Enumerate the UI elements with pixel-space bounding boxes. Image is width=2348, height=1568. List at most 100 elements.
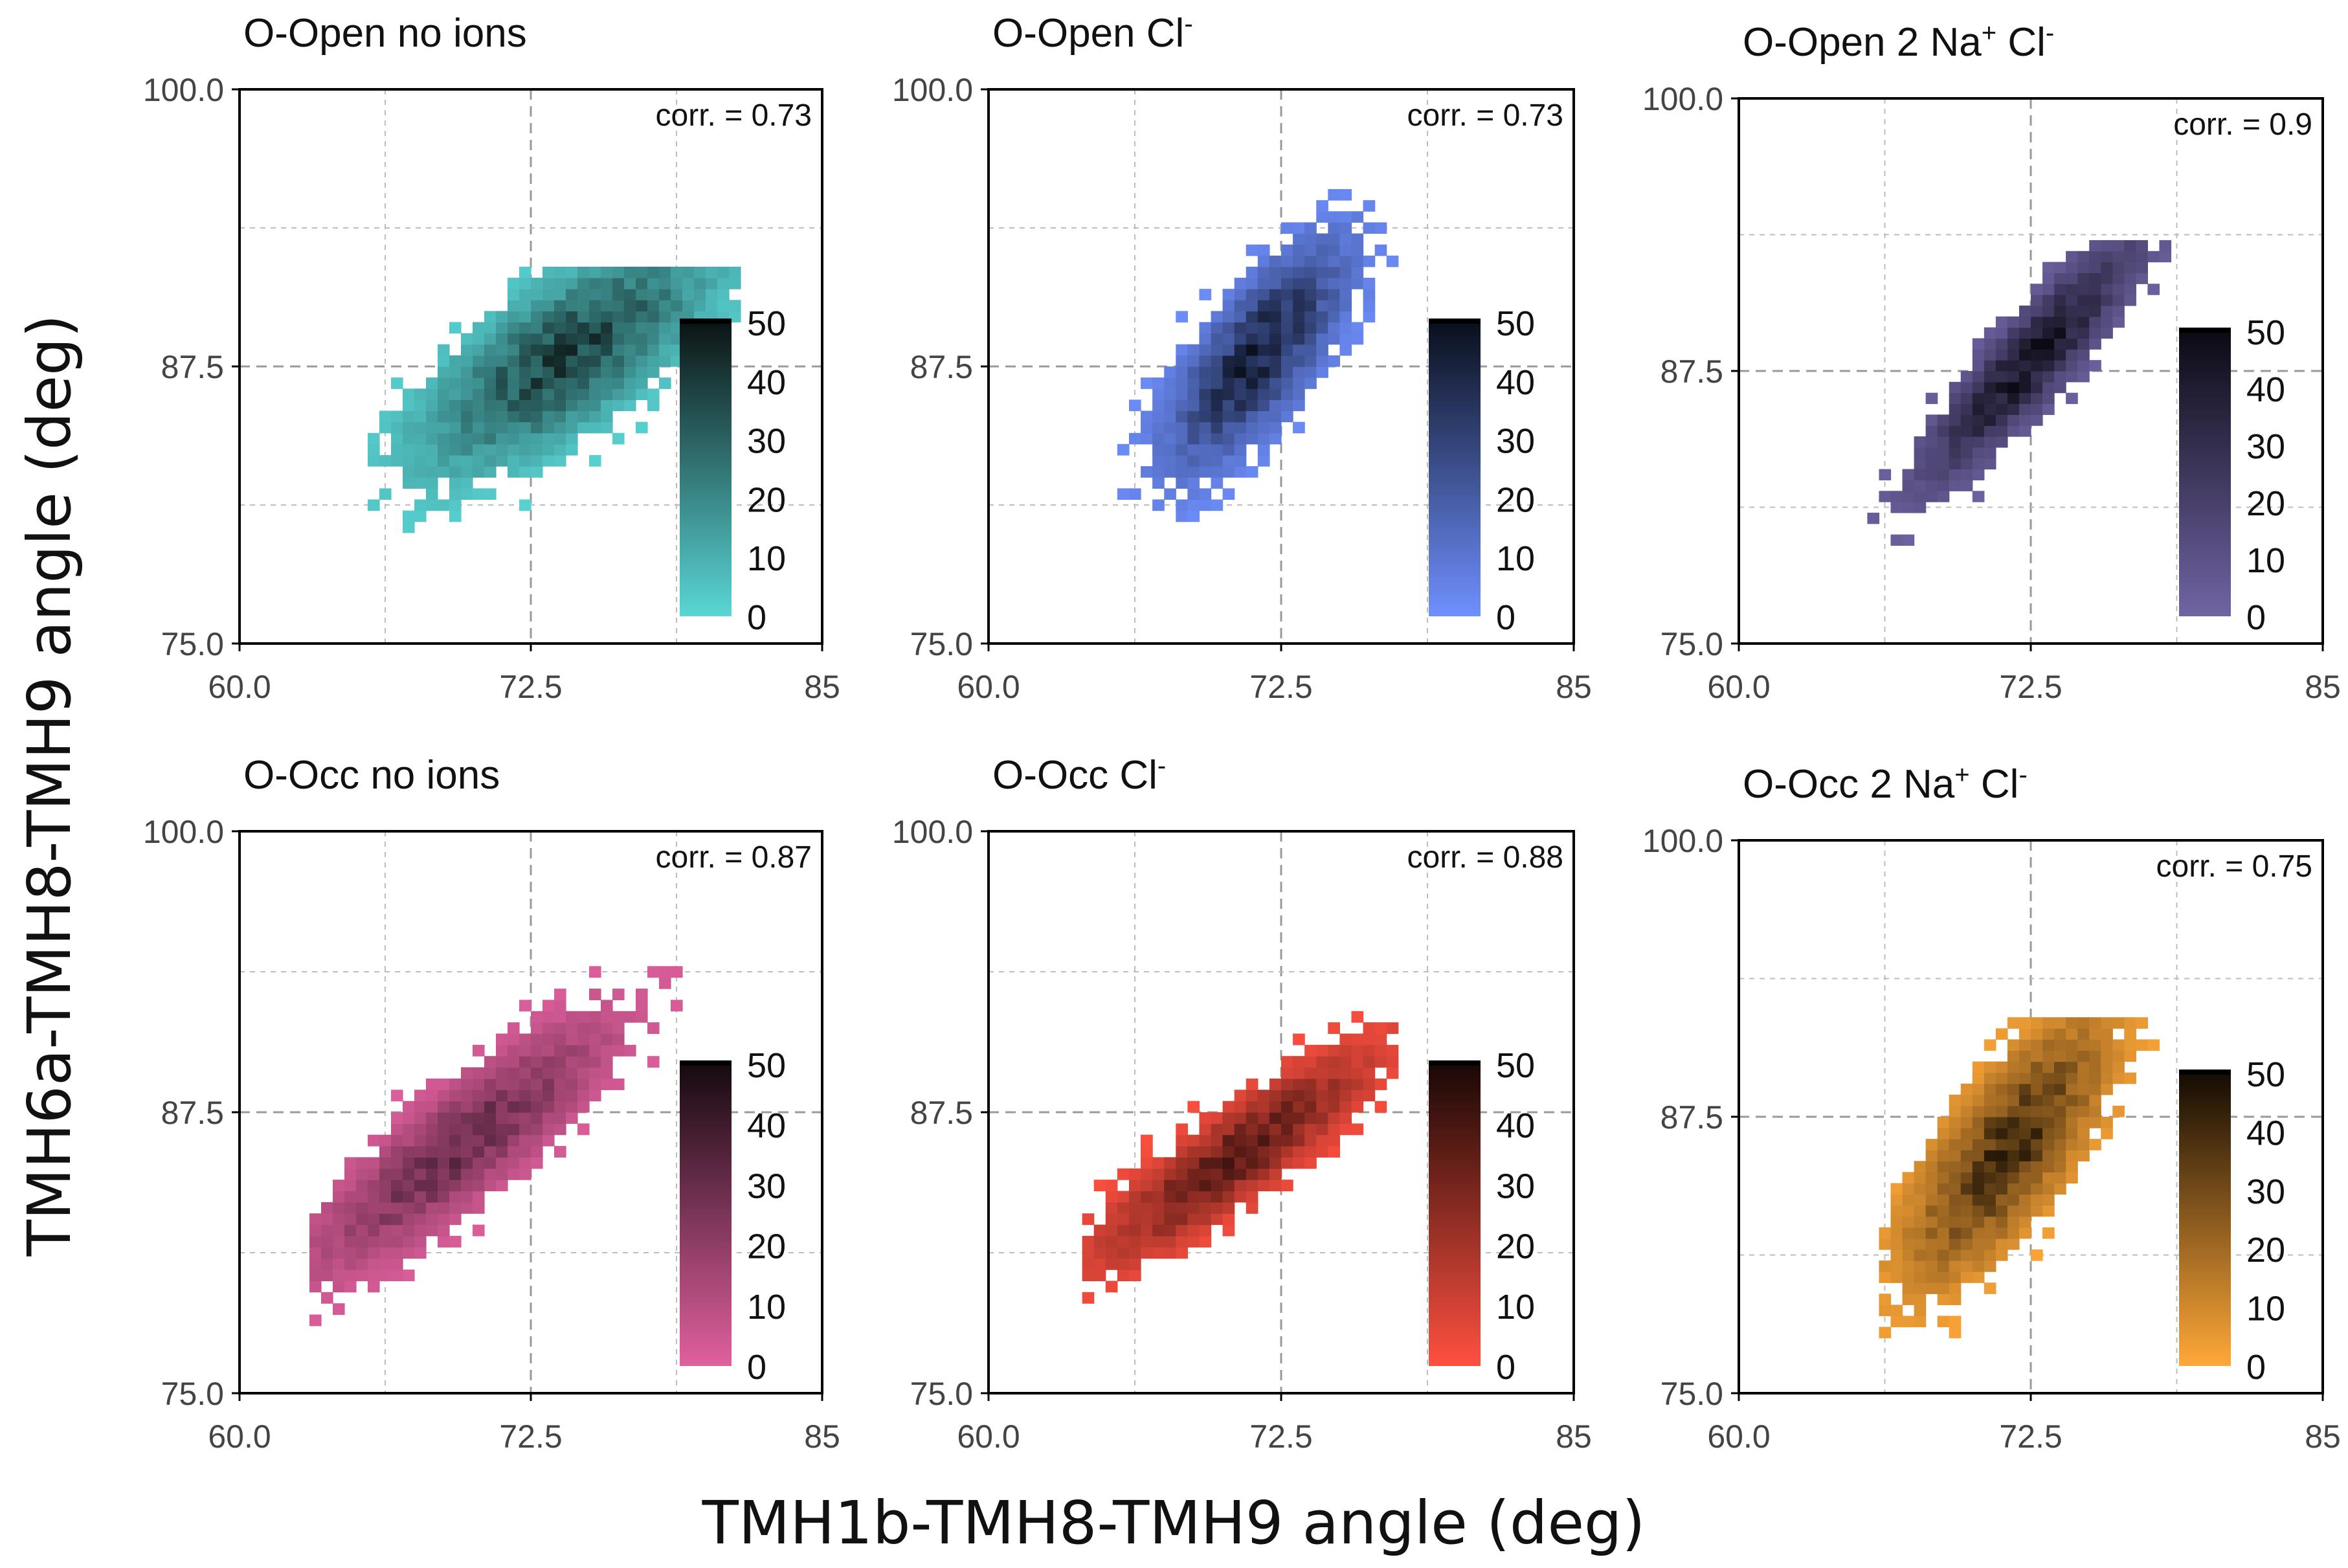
heatmap-cell — [1925, 425, 1938, 437]
heatmap-cell — [484, 1078, 497, 1090]
heatmap-cell — [1351, 1011, 1364, 1023]
heatmap-cell — [1293, 222, 1305, 234]
heatmap-cell — [1902, 502, 1915, 513]
heatmap-cell — [391, 1168, 403, 1180]
heatmap-cell — [496, 1090, 508, 1102]
heatmap-cell — [1293, 1033, 1305, 1046]
heatmap-cell — [333, 1235, 345, 1248]
heatmap-cell — [496, 1056, 508, 1068]
heatmap-cell — [1351, 1123, 1364, 1136]
heatmap-cell — [391, 410, 403, 423]
heatmap-cell — [1269, 1090, 1282, 1102]
heatmap-cell — [1187, 399, 1200, 412]
heatmap-cell — [1995, 1194, 2008, 1206]
heatmap-cell — [1995, 436, 2008, 448]
heatmap-cell — [2042, 1039, 2055, 1051]
heatmap-cell — [1386, 1067, 1399, 1079]
heatmap-cell — [473, 410, 485, 423]
heatmap-cell — [1972, 1128, 1985, 1139]
heatmap-cell — [531, 1011, 543, 1023]
heatmap-cell — [1152, 1224, 1165, 1237]
heatmap-cell — [601, 410, 613, 423]
heatmap-cell — [321, 1224, 333, 1237]
y-tick-label: 100.0 — [143, 814, 224, 850]
heatmap-cell — [438, 388, 450, 400]
heatmap-cell — [2124, 251, 2136, 263]
heatmap-cell — [1152, 1202, 1165, 1214]
heatmap-cell — [2112, 1061, 2125, 1073]
heatmap-cell — [636, 388, 648, 400]
heatmap-cell — [426, 410, 438, 423]
heatmap-cell — [542, 1056, 555, 1068]
heatmap-cell — [1281, 1123, 1293, 1136]
heatmap-cell — [1293, 1067, 1305, 1079]
heatmap-cell — [344, 1270, 357, 1281]
heatmap-cell — [566, 1101, 578, 1113]
heatmap-cell — [1879, 1327, 1892, 1339]
heatmap-cell — [484, 1067, 497, 1079]
heatmap-cell — [1152, 1213, 1165, 1226]
heatmap-cell — [1328, 333, 1340, 345]
heatmap-cell — [694, 266, 706, 278]
heatmap-cell — [566, 410, 578, 423]
heatmap-cell — [2077, 1017, 2090, 1029]
heatmap-cell — [368, 454, 380, 467]
heatmap-cell — [1925, 1161, 1938, 1172]
heatmap-cell — [1902, 1316, 1915, 1328]
heatmap-cell — [2042, 381, 2055, 394]
heatmap-cell — [1105, 1202, 1118, 1214]
heatmap-cell — [542, 1011, 555, 1023]
heatmap-cell — [2031, 316, 2043, 328]
heatmap-cell — [2054, 1128, 2066, 1139]
heatmap-cell — [2054, 1139, 2066, 1150]
heatmap-cell — [2101, 273, 2113, 284]
heatmap-cell — [473, 322, 485, 334]
heatmap-cell — [1141, 410, 1153, 423]
heatmap-cell — [1281, 1146, 1293, 1158]
heatmap-cell — [2042, 371, 2055, 383]
heatmap-cell — [461, 443, 473, 456]
colorbar-tick-label: 50 — [1496, 1046, 1535, 1085]
heatmap-cell — [414, 510, 427, 522]
x-tick-label: 60.0 — [208, 669, 271, 705]
heatmap-cell — [1082, 1235, 1095, 1248]
heatmap-cell — [403, 1157, 415, 1169]
heatmap-cell — [1176, 344, 1188, 356]
heatmap-cell — [1960, 1161, 1973, 1172]
heatmap-cell — [1972, 1139, 1985, 1150]
heatmap-cell — [496, 454, 508, 467]
heatmap-cell — [2031, 1028, 2043, 1040]
heatmap-cell — [612, 432, 625, 445]
heatmap-cell — [473, 355, 485, 367]
heatmap-cell — [2066, 371, 2078, 383]
heatmap-cell — [403, 1112, 415, 1124]
heatmap-cell — [1914, 436, 1927, 448]
heatmap-cell — [1949, 436, 1962, 448]
heatmap-cell — [2077, 1094, 2090, 1106]
heatmap-cell — [519, 1157, 531, 1169]
heatmap-cell — [1972, 392, 1985, 405]
heatmap-cell — [1211, 388, 1224, 400]
heatmap-cell — [1339, 278, 1352, 289]
heatmap-cell — [1304, 266, 1317, 278]
heatmap-cell — [438, 1146, 450, 1158]
heatmap-cell — [1164, 1191, 1176, 1203]
heatmap-cell — [2018, 381, 2031, 394]
heatmap-cell — [344, 1258, 357, 1270]
heatmap-cell — [671, 966, 683, 978]
heatmap-cell — [1316, 344, 1328, 356]
heatmap-cell — [519, 1044, 531, 1057]
heatmap-cell — [449, 1235, 462, 1248]
heatmap-cell — [2112, 1039, 2125, 1051]
heatmap-cell — [2066, 360, 2078, 372]
heatmap-cell — [1351, 1067, 1364, 1079]
heatmap-cell — [601, 278, 613, 289]
x-tick-label: 85 — [2305, 669, 2341, 705]
heatmap-cell — [438, 1213, 450, 1226]
heatmap-cell — [531, 278, 543, 289]
heatmap-cell — [554, 1022, 566, 1035]
heatmap-cell — [1199, 1224, 1212, 1237]
heatmap-cell — [1890, 1249, 1903, 1261]
heatmap-cell — [577, 377, 590, 389]
